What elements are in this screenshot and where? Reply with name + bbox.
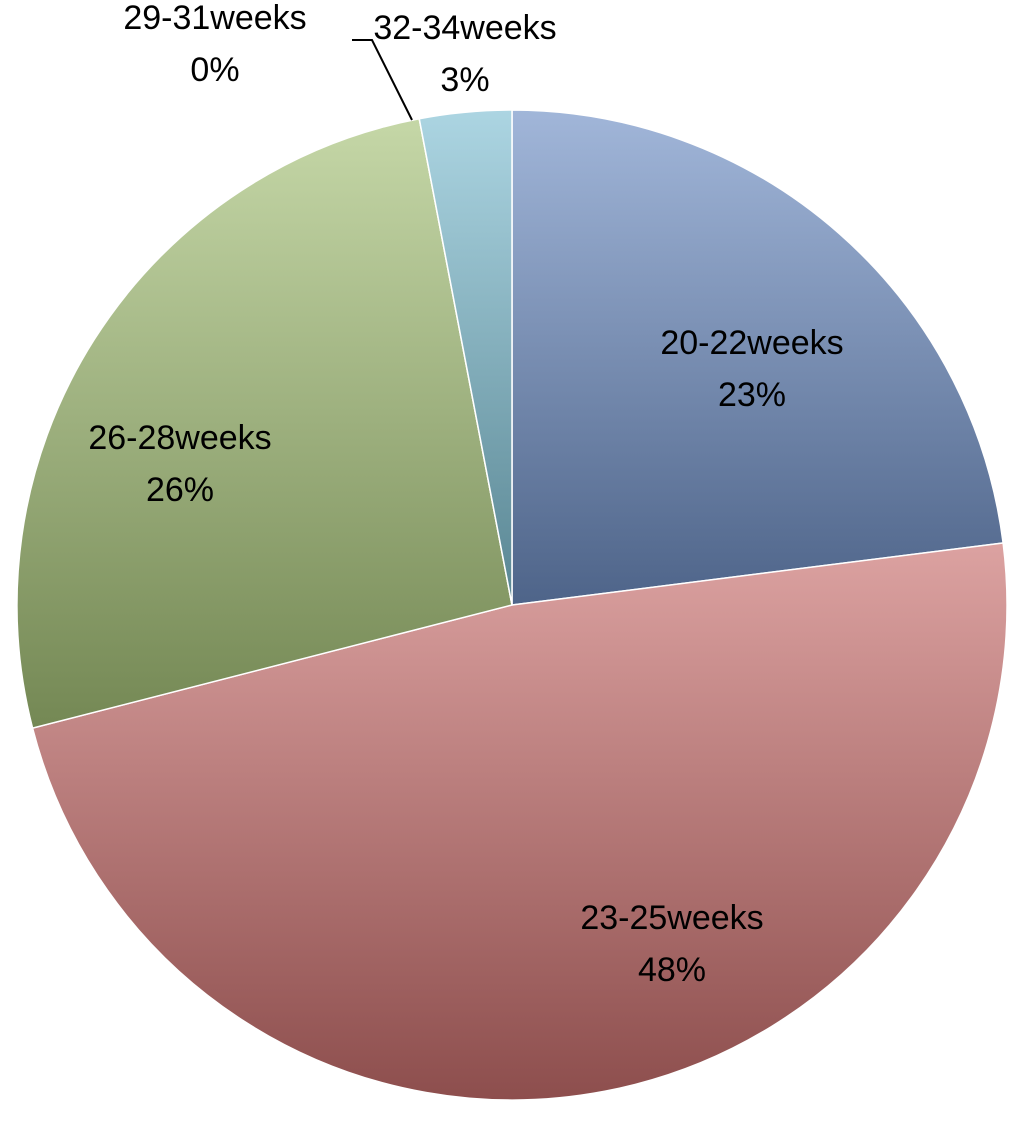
pie-slice <box>16 117 513 730</box>
slice-label: 26-28weeks <box>88 419 271 457</box>
slice-label: 29-31weeks <box>123 0 306 37</box>
leader-line <box>352 39 413 121</box>
slice-value-label: 0% <box>190 51 239 89</box>
pie-slice <box>31 542 1008 1101</box>
slice-label: 23-25weeks <box>580 899 763 937</box>
slice-value-label: 26% <box>146 471 214 509</box>
slice-label: 20-22weeks <box>660 324 843 362</box>
slice-label: 32-34weeks <box>373 9 556 47</box>
pie-slice <box>418 109 513 606</box>
pie-slice <box>511 109 1004 606</box>
slice-value-label: 23% <box>718 376 786 414</box>
slice-value-label: 48% <box>638 951 706 989</box>
slice-value-label: 3% <box>440 61 489 99</box>
